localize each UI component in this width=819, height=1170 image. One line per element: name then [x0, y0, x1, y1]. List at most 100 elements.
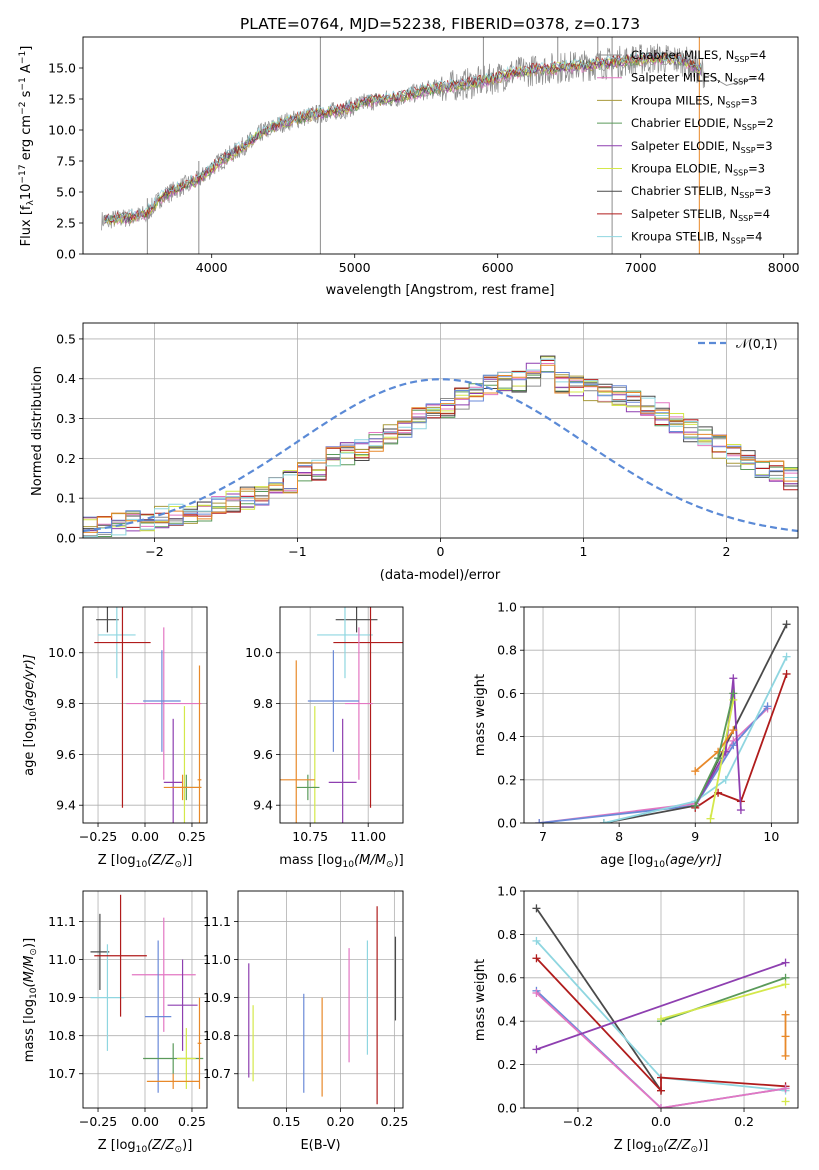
model-spectrum-line [104, 50, 702, 223]
plot-area-spectrum [101, 37, 756, 254]
model-spectrum-line [104, 55, 702, 228]
mass-weight-vs-age-x-axis-label-part: 10 [653, 860, 665, 870]
x-tick-label: 0.00 [131, 1114, 159, 1129]
plot-area-mass-vs-Z [90, 894, 204, 1093]
y-tick-label: 5.0 [56, 185, 76, 200]
legend-entry: Salpeter ELODIE, NSSP=3 [631, 139, 773, 155]
mass-vs-Z-y-axis-label: mass [log10(M/M⊙)] [22, 938, 39, 1062]
mass-weight-series-line [539, 705, 769, 823]
mass-vs-Z-y-axis-label-part: 10 [29, 987, 39, 999]
legend-entry-tail: =4 [748, 71, 765, 85]
axes-frame [523, 606, 799, 824]
axes-frame [279, 606, 404, 824]
age-vs-Z-x-axis-label-part: 10 [136, 860, 148, 870]
y-tick-label: 0.2 [497, 1057, 517, 1072]
axes-frame [237, 890, 404, 1109]
mass-weight-vs-age-x-axis-label-part: age [log [600, 853, 653, 868]
observed-spectrum-tail [704, 72, 756, 86]
plot-area-mass-weight-vs-age [535, 620, 791, 823]
y-tick-label: 9.4 [56, 798, 76, 813]
y-tick-label: 0.4 [56, 371, 76, 386]
age-vs-mass-x-axis-label-part: ⊙ [386, 860, 394, 870]
histogram-x-axis-label: (data-model)/error [380, 568, 501, 583]
legend-entry: Kroupa ELODIE, NSSP=3 [631, 162, 765, 178]
age-vs-mass-x-axis-label-part: mass [log [279, 853, 342, 868]
mass-weight-series-line [535, 992, 786, 1108]
model-spectrum-line [104, 53, 702, 225]
axes-frame [523, 890, 799, 1109]
y-tick-label: 11.0 [48, 952, 76, 967]
y-tick-label: 0.1 [56, 491, 76, 506]
axes-mass-weight-vs-Z: −0.2 0.0 0.2 0.0 0.2 0.4 0.6 0.8 1.0 Z [log10(Z/Z… [473, 884, 799, 1155]
normal-distribution-curve [83, 378, 798, 533]
histogram-y-axis-label: Normed distribution [30, 366, 45, 496]
mass-weight-series-line [694, 673, 788, 809]
legend-entry: Chabrier ELODIE, NSSP=2 [631, 116, 774, 132]
y-tick-label: 9.8 [56, 696, 76, 711]
x-tick-label: 0.25 [178, 1114, 206, 1129]
x-tick-label: 0 [437, 544, 445, 559]
x-tick-label: 7000 [625, 260, 657, 275]
spectrum-y-axis-label-part: s [19, 90, 34, 101]
mass-weight-vs-age-x-axis-label: age [log10(age/yr)] [600, 853, 722, 870]
axes-frame [82, 890, 208, 1109]
x-tick-label: 11.00 [350, 829, 386, 844]
legend-entry: Kroupa STELIB, NSSP=4 [631, 230, 762, 246]
x-tick-label: −0.2 [563, 1114, 593, 1129]
axes-frame [82, 322, 799, 539]
mass-vs-Z-y-axis-label-part: (M/M [22, 956, 37, 988]
age-vs-mass-x-axis-label-part: )] [394, 853, 404, 868]
legend-entry-name: Salpeter STELIB, N [631, 207, 738, 221]
spectrum-y-axis-label-part: ] [19, 46, 34, 51]
legend-entry-tail: =4 [746, 230, 763, 244]
y-tick-label: 11.1 [48, 914, 76, 929]
legend-entry-tail: =4 [749, 48, 766, 62]
mass-vs-Z-y-axis-label-part: mass [log [22, 999, 37, 1062]
x-tick-label: 10.75 [292, 829, 328, 844]
y-tick-label: 0.0 [56, 531, 76, 546]
mass-weight-vs-Z-x-axis-label-part: ⊙ [691, 1145, 699, 1155]
plot-area-mass-vs-EBV [248, 906, 397, 1105]
y-tick-label: 10.8 [48, 1028, 76, 1043]
age-vs-Z-x-axis-label-part: (Z/Z [147, 853, 175, 868]
mass-weight-vs-Z-x-axis-label-part: 10 [652, 1145, 664, 1155]
y-tick-label: 10.7 [48, 1066, 76, 1081]
legend-entry-sub: SSP [733, 169, 748, 178]
y-tick-label: 10.9 [203, 990, 231, 1005]
y-tick-label: 0.0 [497, 816, 517, 831]
mass-weight-vs-Z-x-axis-label-part: )] [698, 1138, 708, 1153]
legend-entry-name: Chabrier MILES, N [631, 48, 734, 62]
x-tick-label: 1 [580, 544, 588, 559]
age-vs-mass-x-axis-label-part: 10 [342, 860, 354, 870]
legend-entry-name: Salpeter MILES, N [631, 71, 733, 85]
x-tick-label: −1 [288, 544, 306, 559]
x-tick-label: 5000 [339, 260, 371, 275]
plot-area-age-vs-mass [280, 607, 403, 823]
mass-vs-Z-x-axis-label-part: ⊙ [175, 1145, 183, 1155]
legend-entry: Salpeter MILES, NSSP=4 [631, 71, 765, 87]
y-tick-label: 0.4 [497, 1014, 517, 1029]
x-tick-label: 0.25 [178, 829, 206, 844]
legend-entry-tail: =3 [748, 162, 765, 176]
histogram-step-series [83, 371, 798, 533]
x-tick-label: 0.0 [651, 1114, 671, 1129]
legend-entry-name: Kroupa MILES, N [631, 93, 726, 107]
x-tick-label: −0.25 [79, 1114, 117, 1129]
axes-spectrum: 4000 5000 6000 7000 8000 0.0 2.5 5.0 7.5 10.0 12.5… [18, 36, 800, 298]
spectrum-y-axis-label-part: 10 [19, 184, 34, 201]
mass-weight-vs-Z-x-axis-label-part: (Z/Z [663, 1138, 691, 1153]
mass-vs-Z-x-axis-label-part: (Z/Z [147, 1138, 175, 1153]
y-tick-label: 0.0 [497, 1101, 517, 1116]
x-tick-label: 4000 [196, 260, 228, 275]
legend-entry-name: Chabrier ELODIE, N [631, 116, 742, 130]
x-tick-label: 0.25 [380, 1114, 408, 1129]
axes-frame [82, 606, 208, 824]
spectrum-y-axis-label-part: Flux [f [19, 205, 34, 246]
legend-entry-name: Kroupa ELODIE, N [631, 162, 733, 176]
legend-entry-sub: SSP [726, 100, 741, 109]
spectrum-y-axis-label-part: −1 [18, 51, 28, 64]
y-tick-label: 10.0 [48, 123, 76, 138]
y-tick-label: 0.4 [497, 729, 517, 744]
mass-vs-Z-y-axis-label-part: ⊙ [29, 948, 39, 956]
